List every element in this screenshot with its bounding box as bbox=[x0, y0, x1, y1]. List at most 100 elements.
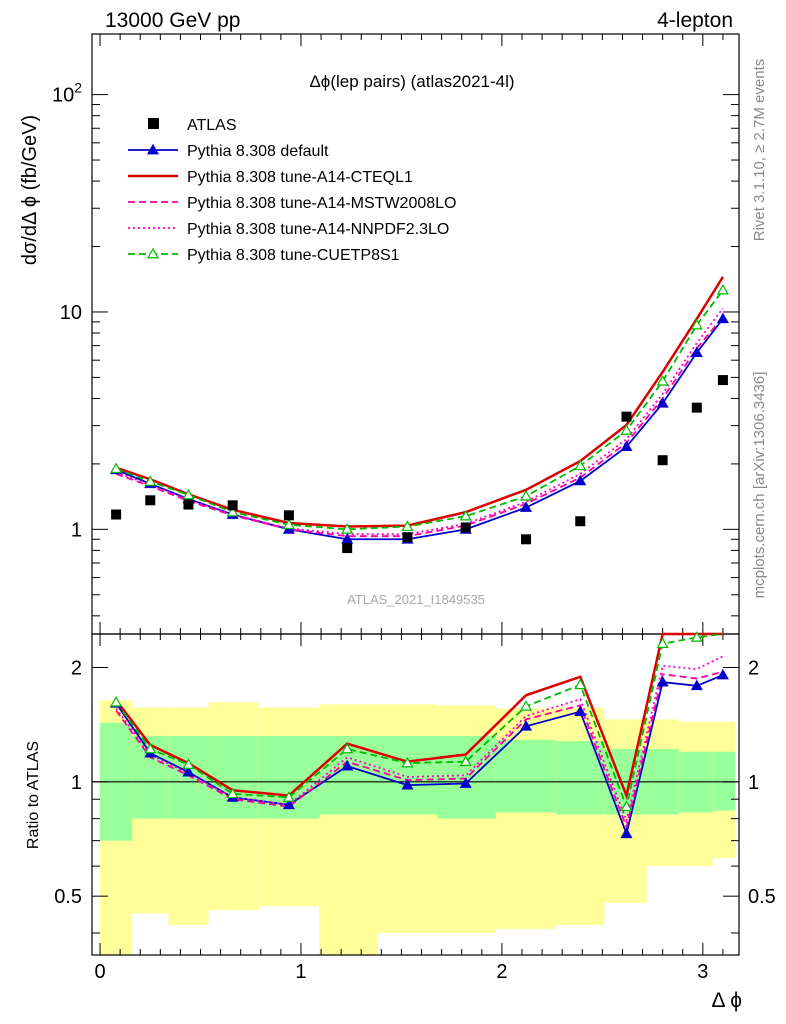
ratio-series-marker bbox=[716, 668, 729, 680]
atlas-data-point bbox=[183, 499, 194, 510]
series-marker bbox=[656, 397, 669, 408]
atlas-data-point bbox=[621, 411, 632, 422]
series-line-ratio bbox=[115, 633, 724, 810]
ratio-inner-band bbox=[437, 736, 496, 819]
header-collision: 13000 GeV pp bbox=[105, 9, 240, 32]
y-tick-label: 102 bbox=[52, 80, 82, 107]
atlas-data-point bbox=[145, 495, 156, 506]
axes: 0 1 2 3 1 10 102 0.5 0.5 1 1 2 2 bbox=[52, 34, 776, 983]
ratio-series-marker bbox=[144, 742, 157, 754]
ratio-series-marker bbox=[459, 777, 472, 788]
ratio-series-marker bbox=[401, 778, 414, 790]
y-tick-label: 1 bbox=[71, 519, 82, 541]
plot-title: Δϕ(lep pairs) (atlas2021-4l) bbox=[309, 72, 514, 91]
series-line-main bbox=[115, 307, 724, 536]
ratio-y-tick-label: 0.5 bbox=[54, 886, 82, 908]
ratio-series-marker bbox=[620, 827, 633, 839]
series-marker bbox=[690, 318, 703, 330]
series-marker bbox=[401, 520, 414, 531]
rivet-version-label: Rivet 3.1.10, ≥ 2.7M events bbox=[751, 59, 768, 242]
analysis-watermark: ATLAS_2021_I1849535 bbox=[347, 592, 485, 607]
ratio-series-marker bbox=[182, 765, 195, 777]
ratio-series-marker bbox=[282, 798, 295, 810]
ratio-series-marker bbox=[574, 705, 587, 717]
ratio-inner-band bbox=[208, 736, 259, 819]
ratio-series-marker bbox=[519, 720, 533, 731]
ratio-series-marker bbox=[620, 800, 633, 812]
ratio-bands bbox=[100, 700, 735, 955]
series-marker bbox=[620, 440, 633, 452]
legend-label: Pythia 8.308 tune-A14-NNPDF2.3LO bbox=[187, 221, 449, 238]
series-marker bbox=[690, 346, 703, 357]
ratio-inner-band bbox=[495, 739, 557, 813]
ratio-series-marker bbox=[656, 637, 669, 649]
ratio-series-marker bbox=[690, 679, 703, 691]
x-tick-label: 3 bbox=[697, 961, 708, 983]
series-line-main bbox=[115, 316, 724, 538]
ratio-y-tick-label-right: 1 bbox=[748, 772, 759, 794]
series-marker bbox=[459, 509, 472, 521]
series-marker bbox=[656, 375, 669, 386]
ratio-series-marker bbox=[690, 631, 703, 642]
legend-marker bbox=[146, 247, 160, 259]
legend-label: Pythia 8.308 default bbox=[187, 143, 329, 160]
mcplots-credit-label: mcplots.cern.ch [arXiv:1306.3436] bbox=[751, 372, 768, 599]
ratio-y-tick-label: 2 bbox=[71, 657, 82, 679]
ratio-series-marker bbox=[341, 742, 354, 754]
ratio-inner-band bbox=[712, 751, 735, 811]
x-axis-label: Δ ϕ bbox=[712, 989, 742, 1012]
atlas-data-point bbox=[575, 516, 586, 527]
legend-label: Pythia 8.308 tune-A14-MSTW2008LO bbox=[187, 195, 456, 212]
y-tick-label: 10 bbox=[60, 302, 82, 324]
atlas-data-point bbox=[111, 509, 122, 520]
series-marker bbox=[341, 523, 354, 534]
ratio-outer-band bbox=[556, 707, 605, 925]
ratio-y-tick-label-right: 0.5 bbox=[748, 886, 776, 908]
ratio-series-marker bbox=[401, 756, 414, 768]
series-marker bbox=[519, 490, 533, 501]
legend-marker bbox=[146, 143, 160, 155]
series-marker bbox=[519, 501, 533, 512]
y-axis-label: dσ/dΔ ϕ (fb/GeV) bbox=[19, 115, 41, 265]
series-marker bbox=[110, 462, 123, 474]
series-line-main bbox=[115, 289, 724, 531]
series-marker bbox=[574, 474, 587, 486]
atlas-data-point bbox=[283, 510, 294, 521]
series-marker bbox=[226, 505, 239, 517]
series-lines bbox=[115, 276, 724, 837]
series-line-main bbox=[115, 318, 724, 541]
x-tick-label: 1 bbox=[295, 961, 306, 983]
atlas-data-point bbox=[717, 375, 728, 386]
ratio-series-marker bbox=[282, 791, 295, 802]
ratio-y-axis-label: Ratio to ATLAS bbox=[25, 741, 42, 849]
series-marker bbox=[182, 488, 195, 500]
atlas-data-point bbox=[691, 402, 702, 413]
legend: ATLAS Pythia 8.308 default Pythia 8.308 tu… bbox=[128, 117, 456, 264]
series-marker bbox=[282, 518, 295, 530]
atlas-data-point bbox=[460, 522, 471, 533]
ratio-series-marker bbox=[574, 678, 587, 690]
series-marker bbox=[716, 283, 729, 295]
series-marker bbox=[144, 475, 157, 486]
x-tick-label: 2 bbox=[496, 961, 507, 983]
ratio-series-marker bbox=[656, 675, 669, 687]
ratio-inner-band bbox=[377, 736, 438, 815]
atlas-data-point bbox=[657, 455, 668, 466]
ratio-plot-frame bbox=[91, 633, 740, 956]
series-line-ratio bbox=[115, 674, 724, 837]
atlas-data-point bbox=[521, 534, 532, 545]
atlas-data-point bbox=[342, 543, 353, 554]
legend-label: Pythia 8.308 tune-CUETP8S1 bbox=[187, 247, 400, 264]
atlas-data-point bbox=[227, 500, 238, 511]
ratio-series-marker bbox=[459, 755, 472, 767]
ratio-series-marker bbox=[519, 700, 533, 711]
ratio-series-marker bbox=[182, 758, 195, 769]
ratio-series-marker bbox=[341, 759, 354, 771]
ratio-series-marker bbox=[226, 787, 239, 799]
ratio-inner-band bbox=[556, 741, 605, 815]
series-marker bbox=[716, 312, 729, 324]
ratio-y-tick-label: 1 bbox=[71, 772, 82, 794]
legend-label: ATLAS bbox=[187, 117, 237, 134]
series-marker bbox=[574, 459, 587, 471]
